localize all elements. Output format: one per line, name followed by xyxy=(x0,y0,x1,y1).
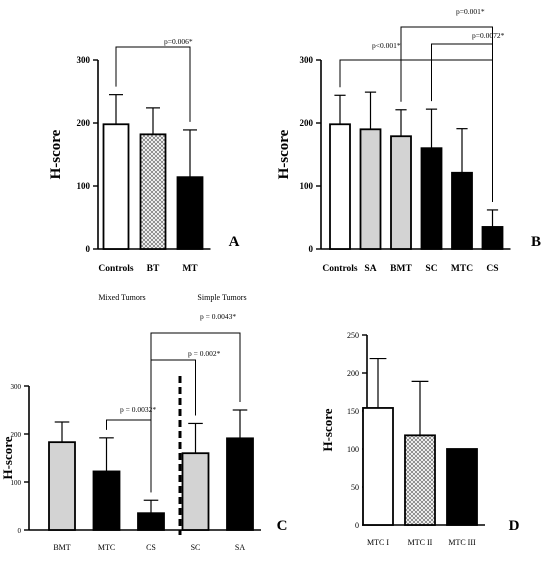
x-tick-label: BMT xyxy=(53,543,70,552)
x-tick-label: Controls xyxy=(98,264,133,274)
y-axis-label: H-score xyxy=(276,129,292,179)
y-tick-label: 300 xyxy=(300,55,314,65)
group-label: Mixed Tumors xyxy=(98,293,145,302)
panel-label: C xyxy=(277,518,288,534)
panel-b: 0 100 200 300 H-score Controls SA BMT SC MTC CS p<0… xyxy=(276,7,541,274)
y-tick-label: 100 xyxy=(347,445,359,454)
x-tick-label: MTC xyxy=(451,264,473,274)
x-tick-label: Controls xyxy=(322,264,357,274)
p-value-label: p = 0.002* xyxy=(188,349,221,358)
x-tick-label: MTC III xyxy=(448,538,476,547)
y-tick-label: 0 xyxy=(18,527,22,535)
bar-mtc-ii xyxy=(404,434,436,526)
bar-controls xyxy=(102,123,130,250)
y-tick-label: 100 xyxy=(11,479,22,487)
significance-bracket xyxy=(150,332,241,493)
bar-mtc-iii xyxy=(446,448,478,526)
bar-bmt xyxy=(48,441,76,531)
panel-a: 0 100 200 300 H-score Controls BT MT p=0.006* A xyxy=(48,37,240,274)
group-label: Simple Tumors xyxy=(197,293,246,302)
x-tick-label: BT xyxy=(147,264,160,274)
p-value-label: p<0.001* xyxy=(372,41,401,50)
x-tick-label: CS xyxy=(146,543,156,552)
y-axis-label: H-score xyxy=(0,436,15,479)
p-value-label: p = 0.0043* xyxy=(200,312,236,321)
x-tick-label: SA xyxy=(235,543,245,552)
bar-sc xyxy=(420,147,443,250)
bar-mt xyxy=(176,176,204,250)
significance-bracket xyxy=(431,43,493,202)
bar-sc xyxy=(181,452,210,531)
y-axis-label: H-score xyxy=(48,129,64,179)
panel-label: D xyxy=(509,518,520,534)
panel-label: B xyxy=(531,234,541,250)
p-value-label: p=0.001* xyxy=(456,7,485,16)
y-tick-label: 250 xyxy=(347,331,359,340)
x-tick-label: SC xyxy=(425,264,437,274)
y-tick-label: 100 xyxy=(77,181,91,191)
y-tick-label: 200 xyxy=(347,369,359,378)
y-tick-label: 150 xyxy=(347,407,359,416)
y-tick-label: 0 xyxy=(86,244,91,254)
y-tick-label: 200 xyxy=(300,118,314,128)
y-tick-label: 50 xyxy=(351,483,359,492)
y-tick-label: 300 xyxy=(11,383,22,391)
bar-mtc-i xyxy=(362,407,394,526)
bar-mtc xyxy=(92,470,121,531)
y-tick-label: 0 xyxy=(309,244,314,254)
p-value-label: p=0.006* xyxy=(164,37,193,46)
bar-sa xyxy=(359,128,382,250)
y-axis-label: H-score xyxy=(320,408,335,451)
x-tick-label: BMT xyxy=(390,264,412,274)
significance-bracket xyxy=(400,26,493,202)
x-tick-label: MTC II xyxy=(408,538,433,547)
x-tick-label: MTC I xyxy=(367,538,389,547)
bar-bt xyxy=(139,133,167,250)
y-tick-label: 200 xyxy=(77,118,91,128)
panel-label: A xyxy=(229,234,240,250)
bar-cs xyxy=(137,512,165,531)
panel-d: 0 50 100 150 200 250 H-score MTC I MTC II MTC III… xyxy=(320,331,520,547)
y-tick-label: 300 xyxy=(77,55,91,65)
significance-bracket xyxy=(115,46,191,122)
bar-sa xyxy=(226,437,254,531)
panel-c: 0 100 200 300 H-score BMT MTC CS SC SA p = 0.0032*… xyxy=(0,293,287,552)
p-value-label: p=0.0072* xyxy=(472,31,505,40)
x-tick-label: SC xyxy=(191,543,201,552)
y-tick-label: 100 xyxy=(300,181,314,191)
y-tick-label: 200 xyxy=(11,431,22,439)
bar-cs xyxy=(481,226,504,250)
bar-mtc xyxy=(451,171,473,250)
bar-bmt xyxy=(390,135,412,250)
bar-controls xyxy=(329,123,351,250)
x-tick-label: MTC xyxy=(98,543,115,552)
x-tick-label: CS xyxy=(486,264,498,274)
x-tick-label: MT xyxy=(182,264,198,274)
p-value-label: p = 0.0032* xyxy=(120,405,156,414)
y-tick-label: 0 xyxy=(355,521,359,530)
x-tick-label: SA xyxy=(364,264,376,274)
